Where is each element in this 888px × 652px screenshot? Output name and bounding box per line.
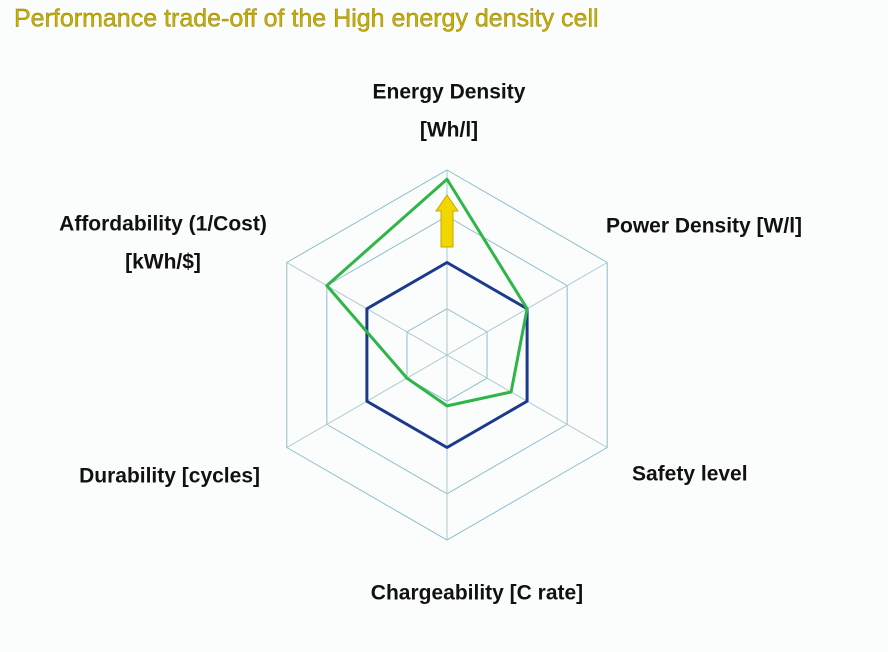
radar-plot [286,169,608,541]
series-polygon [325,177,529,408]
axis-label: Durability [cycles] [79,465,260,488]
axis-label: Chargeability [C rate] [371,582,583,605]
axis-label: Energy Density [373,81,526,104]
axis-label: Affordability (1/Cost) [59,213,267,236]
axis-label: Safety level [632,463,748,486]
improvement-arrow [435,194,459,248]
axis-label: [Wh/l] [420,119,478,142]
axis-label: [kWh/$] [125,251,201,274]
chart-title: Performance trade-off of the High energy… [14,5,599,33]
axis-label: Power Density [W/l] [606,215,802,238]
